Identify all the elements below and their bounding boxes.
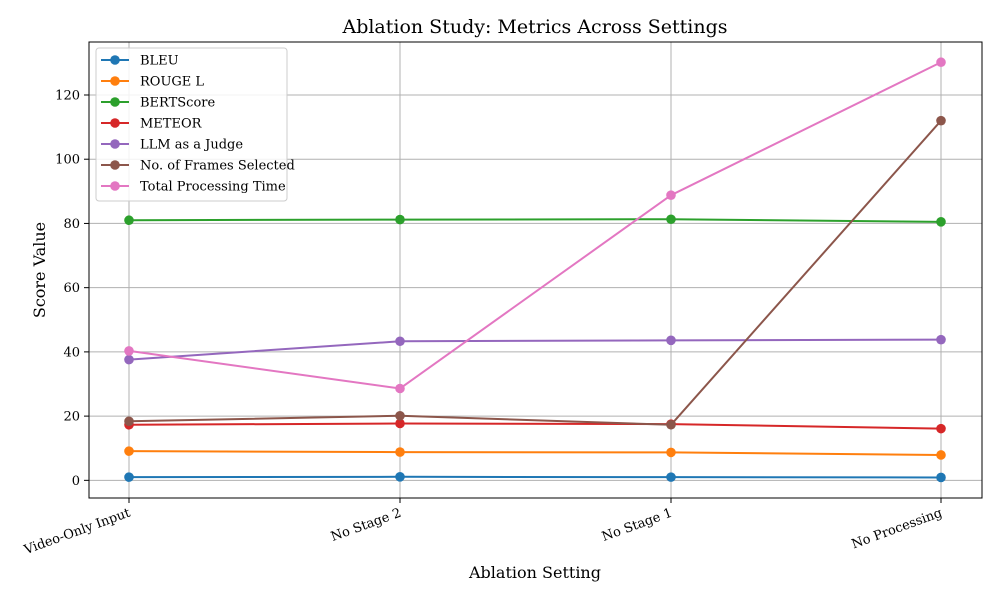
data-point bbox=[666, 472, 676, 482]
x-axis-ticks: Video-Only Input No Stage 2 No Stage 1 No P… bbox=[21, 498, 944, 558]
series-line bbox=[128, 422, 942, 430]
legend-marker bbox=[110, 76, 120, 86]
legend-entry: Total Processing Time bbox=[101, 180, 286, 195]
legend-label: Total Processing Time bbox=[140, 180, 286, 195]
legend-entry: METEOR bbox=[101, 117, 203, 132]
legend-marker bbox=[110, 55, 120, 65]
series-line bbox=[128, 450, 942, 456]
data-point bbox=[124, 472, 134, 482]
legend-entry: BLEU bbox=[101, 54, 179, 69]
data-point bbox=[395, 410, 405, 421]
data-point bbox=[666, 419, 676, 430]
y-axis-ticks: 0 20 40 60 80 100 120 bbox=[55, 88, 89, 489]
legend-label: BLEU bbox=[140, 54, 179, 69]
series-rouge-l bbox=[124, 446, 946, 460]
y-tick-label: 40 bbox=[63, 345, 80, 360]
legend-entry: No. of Frames Selected bbox=[101, 159, 295, 174]
data-point bbox=[395, 418, 405, 429]
data-point bbox=[395, 447, 405, 457]
plot-frame bbox=[88, 41, 983, 499]
y-tick-label: 120 bbox=[55, 88, 80, 103]
legend-label: No. of Frames Selected bbox=[140, 159, 295, 174]
data-point bbox=[395, 336, 405, 347]
data-point bbox=[936, 423, 946, 434]
legend-entry: LLM as a Judge bbox=[101, 138, 243, 153]
series-line bbox=[128, 338, 942, 361]
series-line bbox=[128, 61, 942, 390]
data-point bbox=[936, 450, 946, 460]
x-tick-label: No Processing bbox=[850, 506, 945, 553]
legend-label: ROUGE L bbox=[140, 75, 204, 90]
series-line bbox=[128, 218, 942, 223]
legend-entry: ROUGE L bbox=[101, 75, 204, 90]
legend-marker bbox=[110, 181, 120, 191]
y-tick-label: 100 bbox=[55, 153, 80, 168]
data-point bbox=[124, 346, 134, 356]
series-llm-as-a-judge bbox=[124, 334, 946, 365]
legend-label: LLM as a Judge bbox=[140, 138, 243, 153]
y-tick-label: 20 bbox=[63, 410, 80, 425]
y-tick-label: 60 bbox=[63, 281, 80, 296]
series-line bbox=[128, 120, 942, 426]
series-total-processing-time bbox=[124, 57, 946, 394]
series-no-of-frames-selected bbox=[124, 115, 946, 430]
data-point bbox=[936, 57, 946, 68]
data-point bbox=[936, 334, 946, 345]
series-bleu bbox=[124, 472, 946, 483]
legend: BLEU ROUGE L BERTScore METEOR LLM as a Judge… bbox=[95, 47, 295, 202]
data-point bbox=[395, 383, 405, 394]
legend-marker bbox=[110, 160, 120, 170]
data-point bbox=[936, 472, 946, 483]
series-line bbox=[128, 475, 942, 479]
data-point bbox=[124, 354, 134, 365]
data-point bbox=[936, 217, 946, 227]
legend-box bbox=[95, 47, 288, 202]
y-tick-label: 80 bbox=[63, 217, 80, 232]
legend-marker bbox=[110, 118, 120, 128]
data-point bbox=[124, 215, 134, 226]
series-layer bbox=[124, 57, 946, 483]
x-tick-label: Video-Only Input bbox=[21, 505, 133, 558]
x-tick-label: No Stage 2 bbox=[329, 506, 403, 545]
y-axis-label: Score Value bbox=[30, 222, 49, 318]
data-point bbox=[395, 214, 405, 225]
legend-marker bbox=[110, 139, 120, 149]
legend-label: METEOR bbox=[140, 117, 203, 132]
data-point bbox=[936, 115, 946, 126]
chart-title: Ablation Study: Metrics Across Settings bbox=[341, 16, 727, 38]
legend-label: BERTScore bbox=[140, 96, 216, 111]
x-tick-label: No Stage 1 bbox=[600, 506, 674, 545]
data-point bbox=[124, 446, 134, 456]
x-axis-label: Ablation Setting bbox=[468, 563, 601, 582]
data-point bbox=[666, 447, 676, 458]
data-point bbox=[666, 335, 676, 346]
data-point bbox=[666, 190, 676, 200]
legend-entry: BERTScore bbox=[101, 96, 216, 111]
series-bertscore bbox=[124, 214, 946, 227]
data-point bbox=[124, 416, 134, 427]
legend-marker bbox=[110, 97, 120, 107]
data-point bbox=[395, 472, 405, 482]
data-point bbox=[666, 214, 676, 225]
y-tick-label: 0 bbox=[72, 474, 80, 489]
